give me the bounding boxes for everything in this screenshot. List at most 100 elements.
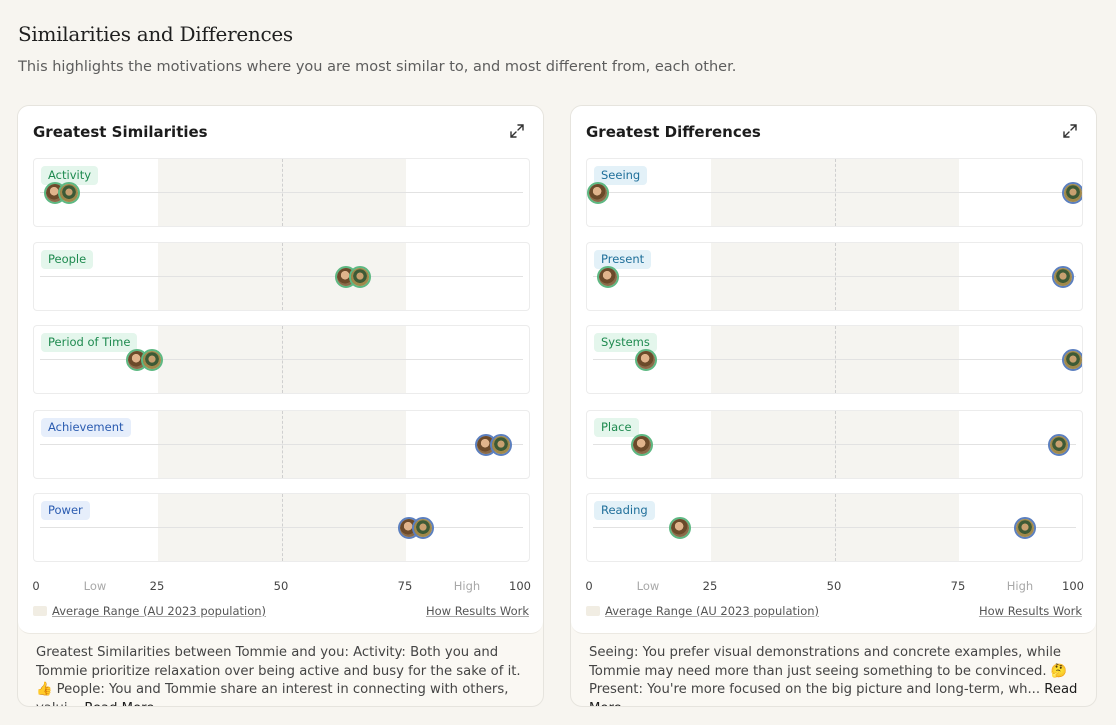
scale-track <box>593 527 1076 528</box>
tick-label: 100 <box>1062 579 1084 593</box>
x-axis: 0 Low 25 50 75 High 100 <box>585 579 1084 593</box>
avatar-image <box>637 351 656 369</box>
x-axis: 0 Low 25 50 75 High 100 <box>32 579 531 593</box>
differences-chart-panel: Greatest Differences Seeing Present System… <box>571 106 1096 634</box>
motivation-tag: Seeing <box>594 166 648 185</box>
section-title: Similarities and Differences <box>18 22 293 46</box>
user-avatar[interactable] <box>596 266 619 288</box>
avatar-image <box>1064 184 1082 202</box>
motivation-row: People <box>33 242 530 311</box>
tick-label: 100 <box>509 579 531 593</box>
avatar-image <box>671 519 690 537</box>
tommie-avatar[interactable] <box>140 349 163 371</box>
avatar-image <box>1064 351 1082 369</box>
avatar-image <box>588 184 607 202</box>
differences-description: Seeing: You prefer visual demonstrations… <box>589 644 1084 706</box>
legend-swatch <box>586 606 600 616</box>
tick-label: Low <box>636 579 660 593</box>
read-more-link[interactable]: Read More <box>84 701 154 707</box>
scale-track <box>40 192 523 193</box>
tick-label: High <box>1006 579 1034 593</box>
avatar-image <box>351 268 370 286</box>
tick-label: 75 <box>950 579 966 593</box>
scale-track <box>40 444 523 445</box>
avatar-image <box>142 351 161 369</box>
tommie-avatar[interactable] <box>1062 182 1082 204</box>
motivation-tag: Achievement <box>41 418 131 437</box>
tommie-avatar[interactable] <box>412 517 435 539</box>
avatar-image <box>632 436 651 454</box>
tick-label: 75 <box>397 579 413 593</box>
scale-track <box>40 527 523 528</box>
scale-track <box>40 276 523 277</box>
avatar-image <box>60 184 79 202</box>
tommie-avatar[interactable] <box>1013 517 1036 539</box>
differences-card: Greatest Differences Seeing Present System… <box>570 105 1097 707</box>
motivation-row: Reading <box>586 493 1083 562</box>
legend-label[interactable]: Average Range (AU 2023 population) <box>605 604 820 618</box>
motivation-row: Achievement <box>33 410 530 479</box>
legend-label[interactable]: Average Range (AU 2023 population) <box>52 604 267 618</box>
scale-track <box>40 359 523 360</box>
motivation-tag: Reading <box>594 501 655 520</box>
scale-track <box>593 444 1076 445</box>
tick-label: 50 <box>826 579 842 593</box>
motivation-tag: Power <box>41 501 90 520</box>
similarities-description: Greatest Similarities between Tommie and… <box>36 644 531 707</box>
avatar-image <box>1015 519 1034 537</box>
tommie-avatar[interactable] <box>489 434 512 456</box>
user-avatar[interactable] <box>635 349 658 371</box>
motivation-tag: Place <box>594 418 639 437</box>
tick-label: Low <box>83 579 107 593</box>
legend: Average Range (AU 2023 population) <box>33 604 266 618</box>
motivation-tag: Systems <box>594 333 657 352</box>
tick-label: 25 <box>149 579 165 593</box>
motivation-tag: Present <box>594 250 652 269</box>
section-subtitle: This highlights the motivations where yo… <box>18 59 737 75</box>
similarities-card: Greatest Similarities Activity People Peri… <box>17 105 544 707</box>
motivation-tag: Period of Time <box>41 333 138 352</box>
legend-swatch <box>33 606 47 616</box>
card-title: Greatest Similarities <box>33 123 208 141</box>
user-avatar[interactable] <box>669 517 692 539</box>
tick-label: 25 <box>702 579 718 593</box>
card-title: Greatest Differences <box>586 123 761 141</box>
motivation-row: Systems <box>586 325 1083 394</box>
tick-label: 0 <box>585 579 593 593</box>
motivation-tag: Activity <box>41 166 99 185</box>
description-text: Greatest Similarities between Tommie and… <box>36 645 521 706</box>
motivation-row: Period of Time <box>33 325 530 394</box>
avatar-image <box>1049 436 1068 454</box>
tommie-avatar[interactable] <box>58 182 81 204</box>
scale-track <box>593 359 1076 360</box>
read-more-link[interactable]: Read More <box>589 682 1078 706</box>
tommie-avatar[interactable] <box>1047 434 1070 456</box>
motivation-row: Seeing <box>586 158 1083 227</box>
tommie-avatar[interactable] <box>1052 266 1075 288</box>
how-results-work-link[interactable]: How Results Work <box>978 604 1082 618</box>
avatar-image <box>414 519 433 537</box>
expand-icon[interactable] <box>509 123 525 139</box>
similarities-chart-panel: Greatest Similarities Activity People Peri… <box>18 106 543 634</box>
scale-track <box>593 276 1076 277</box>
expand-icon[interactable] <box>1062 123 1078 139</box>
tick-label: High <box>453 579 481 593</box>
avatar-image <box>491 436 510 454</box>
motivation-row: Power <box>33 493 530 562</box>
tick-label: 0 <box>32 579 40 593</box>
motivation-tag: People <box>41 250 94 269</box>
motivation-row: Activity <box>33 158 530 227</box>
description-text: Seeing: You prefer visual demonstrations… <box>589 645 1068 697</box>
user-avatar[interactable] <box>630 434 653 456</box>
how-results-work-link[interactable]: How Results Work <box>425 604 529 618</box>
user-avatar[interactable] <box>587 182 609 204</box>
motivation-row: Place <box>586 410 1083 479</box>
scale-track <box>593 192 1076 193</box>
tick-label: 50 <box>273 579 289 593</box>
tommie-avatar[interactable] <box>349 266 372 288</box>
avatar-image <box>598 268 617 286</box>
tommie-avatar[interactable] <box>1062 349 1082 371</box>
motivation-row: Present <box>586 242 1083 311</box>
avatar-image <box>1054 268 1073 286</box>
legend: Average Range (AU 2023 population) <box>586 604 819 618</box>
